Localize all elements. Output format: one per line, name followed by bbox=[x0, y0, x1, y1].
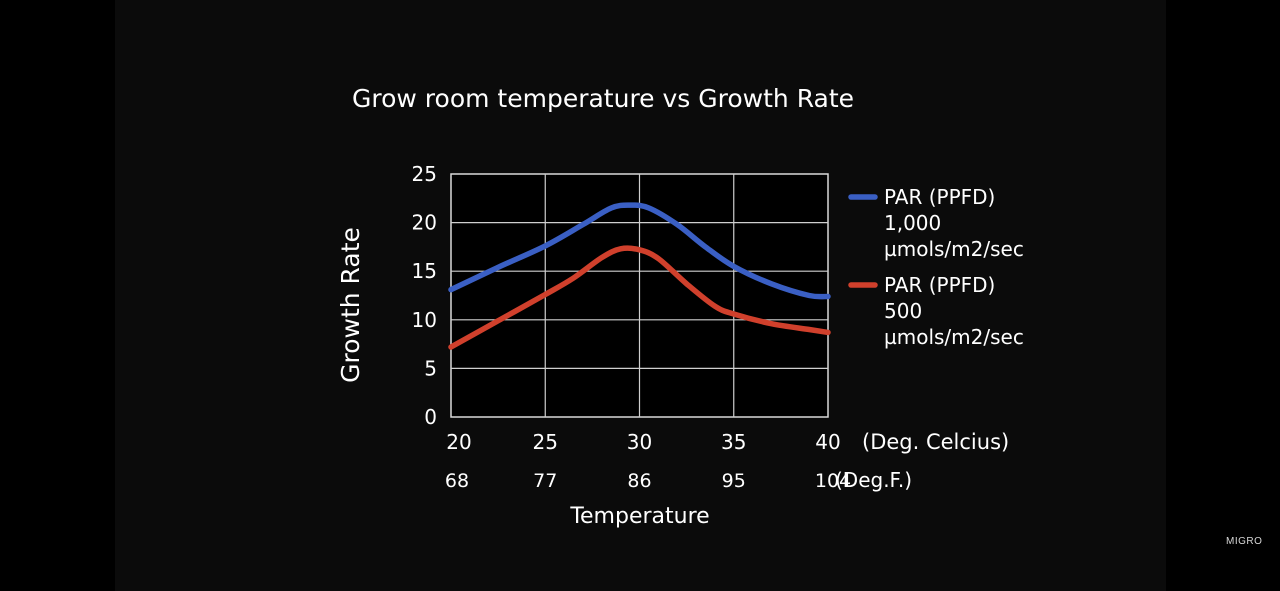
x-tick-label-celsius: 35 bbox=[721, 430, 746, 454]
y-tick-label: 20 bbox=[412, 211, 437, 235]
y-tick-label: 0 bbox=[424, 405, 437, 429]
series-lines bbox=[448, 202, 831, 350]
y-tick-label: 15 bbox=[412, 259, 437, 283]
x-tick-label-celsius: 20 bbox=[446, 430, 471, 454]
legend-label: PAR (PPFD) bbox=[884, 185, 995, 209]
grid bbox=[450, 173, 829, 418]
x-tick-label-celsius: 40 bbox=[815, 430, 840, 454]
chart-title: Grow room temperature vs Growth Rate bbox=[352, 84, 855, 113]
y-tick-label: 25 bbox=[412, 162, 437, 186]
x-tick-label-celsius: 25 bbox=[533, 430, 558, 454]
x-axis-title: Temperature bbox=[569, 504, 709, 529]
y-tick-label: 5 bbox=[424, 356, 437, 380]
legend-label: 1,000 bbox=[884, 211, 941, 235]
series-line-par-1000 bbox=[448, 202, 831, 300]
watermark: MIGRO bbox=[1226, 536, 1263, 547]
legend-label: 500 bbox=[884, 299, 922, 323]
x-tick-label-fahrenheit: 77 bbox=[533, 470, 557, 492]
x-tick-label-fahrenheit: 104 bbox=[815, 470, 851, 492]
series-line-par-500 bbox=[448, 245, 831, 350]
x-tick-label-celsius: 30 bbox=[627, 430, 652, 454]
y-axis-title: Growth Rate bbox=[336, 227, 365, 383]
x-tick-label-fahrenheit: 95 bbox=[722, 470, 746, 492]
axes: 0 5 10 15 20 25 20 25 30 35 40 68 77 86 95 104 (Deg. Cel… bbox=[336, 162, 1009, 529]
x-tick-label-fahrenheit: 68 bbox=[445, 470, 469, 492]
legend-label: µmols/m2/sec bbox=[884, 325, 1024, 349]
x-tick-label-fahrenheit: 86 bbox=[627, 470, 651, 492]
x-unit-fahrenheit: (Deg.F.) bbox=[835, 468, 912, 492]
legend-label: PAR (PPFD) bbox=[884, 273, 995, 297]
legend-label: µmols/m2/sec bbox=[884, 237, 1024, 261]
y-tick-label: 10 bbox=[412, 308, 437, 332]
x-unit-celsius: (Deg. Celcius) bbox=[862, 430, 1009, 454]
